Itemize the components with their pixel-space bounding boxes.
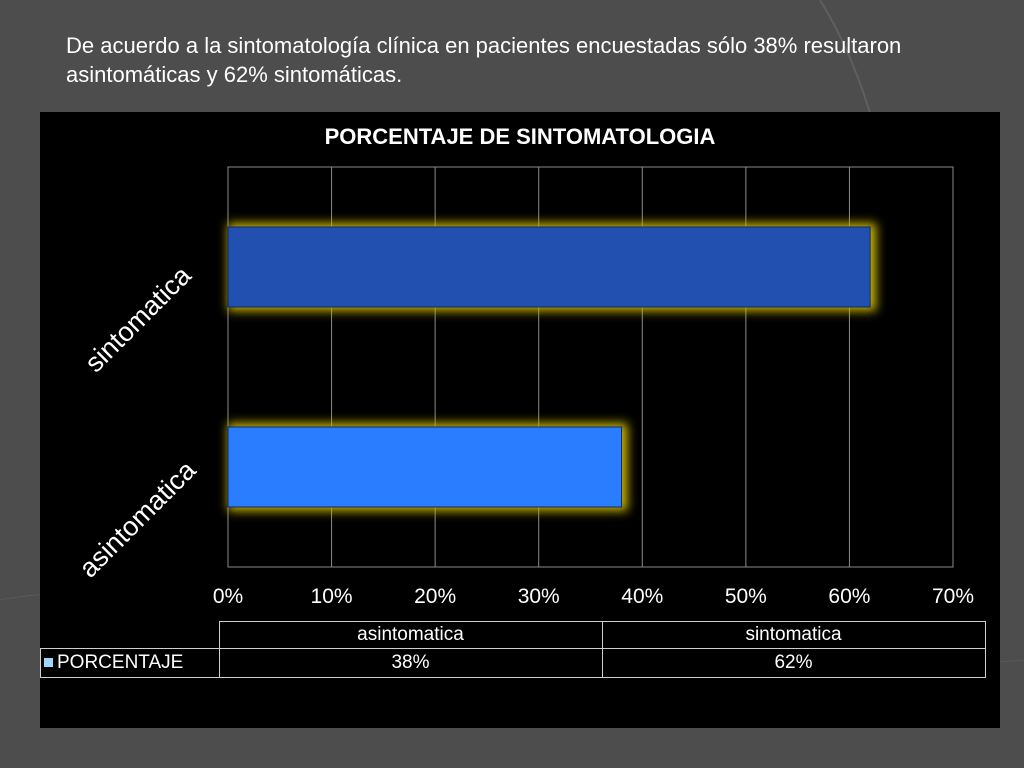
slide-caption: De acuerdo a la sintomatología clínica e… (66, 33, 902, 87)
legend-key-icon (44, 657, 53, 667)
x-tick-label: 60% (828, 585, 871, 608)
x-tick-label: 50% (724, 585, 767, 608)
table-value-sintomatica: 62% (601, 648, 986, 678)
data-table: asintomatica sintomatica PORCENTAJE 38% … (40, 621, 986, 678)
legend-label: PORCENTAJE (57, 652, 184, 673)
x-tick-label: 0% (212, 585, 244, 608)
table-value-asintomatica: 38% (218, 648, 603, 678)
x-tick-label: 70% (931, 585, 975, 608)
table-corner (41, 622, 220, 649)
x-tick-label: 40% (621, 585, 664, 608)
x-tick-label: 20% (414, 585, 457, 608)
table-header-sintomatica: sintomatica (601, 621, 986, 649)
chart-title: PORCENTAJE DE SINTOMATOLOGIA (324, 124, 716, 149)
table-row-label: PORCENTAJE (40, 648, 220, 678)
bar-asintomatica (227, 426, 623, 508)
table-header-asintomatica: asintomatica (218, 621, 603, 649)
x-tick-label: 10% (310, 585, 353, 608)
x-tick-label: 30% (517, 585, 560, 608)
bar-sintomatica (227, 226, 871, 308)
